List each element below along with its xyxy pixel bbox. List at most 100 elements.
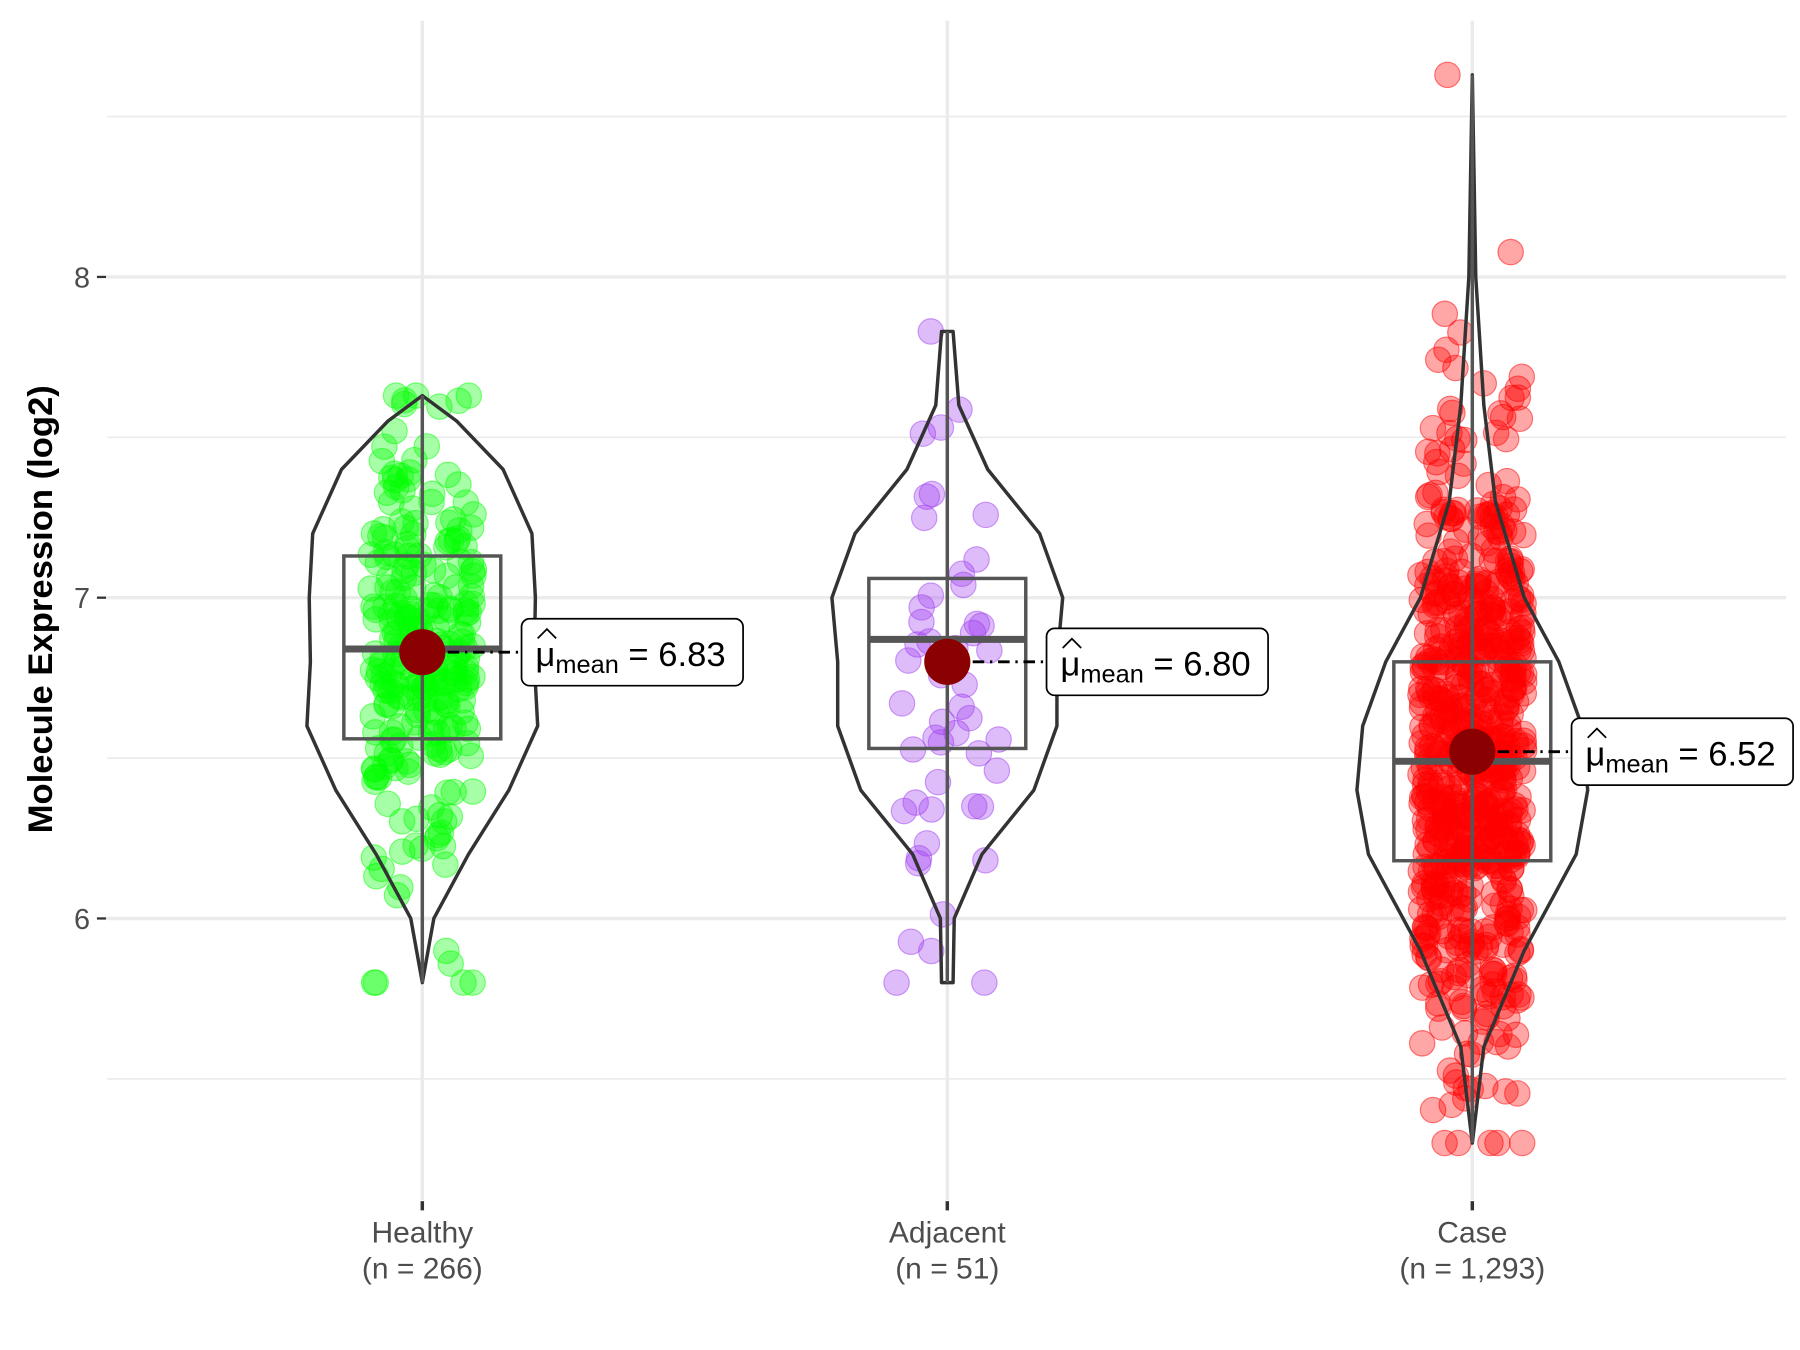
data-point	[378, 693, 406, 720]
data-point	[442, 574, 470, 601]
data-point	[424, 821, 452, 849]
group-case: μmean = 6.52	[1355, 61, 1794, 1157]
hat-icon	[1587, 727, 1607, 739]
data-point	[890, 797, 918, 825]
data-point	[372, 677, 399, 704]
mean-point	[399, 629, 446, 676]
data-point	[426, 801, 454, 829]
data-point	[908, 608, 935, 636]
data-point	[1414, 483, 1442, 511]
data-point	[1499, 657, 1527, 684]
data-point	[390, 390, 418, 418]
data-point	[1480, 536, 1507, 564]
mean-label: μmean = 6.83	[535, 636, 725, 679]
data-point	[1480, 914, 1507, 941]
data-point	[435, 509, 462, 537]
data-point	[918, 480, 946, 508]
data-point	[1504, 826, 1532, 854]
data-point	[459, 778, 487, 805]
data-point	[1450, 880, 1477, 907]
data-point	[1411, 651, 1439, 678]
data-point	[1411, 870, 1438, 897]
y-tick-label: 6	[74, 904, 90, 936]
data-point	[883, 969, 910, 996]
data-point	[1442, 604, 1470, 632]
data-point	[1436, 395, 1464, 423]
mean-label-box	[1570, 717, 1794, 786]
mean-label-box	[1045, 627, 1269, 697]
data-point	[1408, 689, 1436, 717]
hat-icon	[537, 627, 557, 639]
data-point	[1408, 729, 1435, 757]
mean-point	[1449, 728, 1496, 775]
data-point	[457, 742, 485, 770]
data-point	[433, 716, 460, 744]
data-point	[388, 808, 416, 835]
data-point	[1510, 727, 1538, 755]
x-tick-count: (n = 266)	[362, 1252, 483, 1285]
data-point	[910, 504, 938, 532]
data-point	[423, 719, 451, 746]
data-point	[1484, 1129, 1511, 1157]
data-point	[1429, 783, 1456, 811]
data-point	[1431, 1129, 1458, 1157]
data-point	[1434, 61, 1461, 89]
data-point	[1496, 765, 1524, 792]
hat-icon	[1062, 637, 1082, 649]
data-point	[1424, 440, 1451, 467]
violin-outline	[830, 329, 1065, 985]
y-tick-label: 7	[74, 583, 90, 615]
data-point	[927, 729, 955, 756]
data-point	[1407, 681, 1434, 709]
data-point	[1462, 782, 1490, 809]
data-point	[1442, 628, 1470, 656]
data-point	[1424, 820, 1452, 847]
data-point	[924, 768, 952, 796]
data-point	[1424, 699, 1452, 726]
mean-label-box	[520, 617, 744, 687]
data-point	[1455, 632, 1483, 659]
data-point	[961, 793, 988, 820]
data-point	[971, 969, 998, 996]
x-tick-label: Healthy	[371, 1217, 473, 1250]
x-tick-count: (n = 1,293)	[1399, 1252, 1545, 1285]
data-point	[1462, 938, 1489, 965]
data-point	[1433, 336, 1460, 364]
data-point	[1487, 599, 1514, 627]
data-point	[1490, 866, 1517, 893]
data-point	[1505, 616, 1532, 643]
data-point	[917, 937, 945, 965]
data-point	[382, 382, 410, 409]
data-point	[972, 501, 999, 529]
mean-label: μmean = 6.52	[1585, 736, 1775, 779]
data-point	[1508, 363, 1536, 391]
data-point	[393, 748, 420, 775]
data-point	[360, 969, 388, 996]
data-point	[1502, 1021, 1530, 1049]
data-point	[377, 747, 405, 774]
data-point	[457, 572, 485, 600]
data-point	[985, 726, 1012, 753]
data-point	[1413, 510, 1440, 538]
data-point	[445, 387, 472, 415]
data-point	[1408, 784, 1436, 811]
data-point	[1416, 481, 1443, 509]
data-point	[377, 489, 405, 516]
data-point	[450, 969, 477, 996]
data-point	[1437, 505, 1464, 533]
data-point	[1408, 1030, 1436, 1057]
data-point	[913, 830, 941, 857]
data-point	[459, 969, 486, 996]
y-axis: 6 7 8	[74, 262, 107, 936]
data-point	[378, 719, 406, 746]
data-point	[1504, 384, 1532, 411]
x-tick-label: Case	[1437, 1217, 1507, 1250]
data-point	[1482, 812, 1510, 840]
y-tick-label: 8	[74, 262, 90, 294]
data-point	[418, 794, 445, 821]
data-point	[1505, 585, 1532, 612]
data-point	[1419, 414, 1447, 442]
data-point	[1415, 522, 1442, 549]
data-point	[433, 937, 460, 965]
